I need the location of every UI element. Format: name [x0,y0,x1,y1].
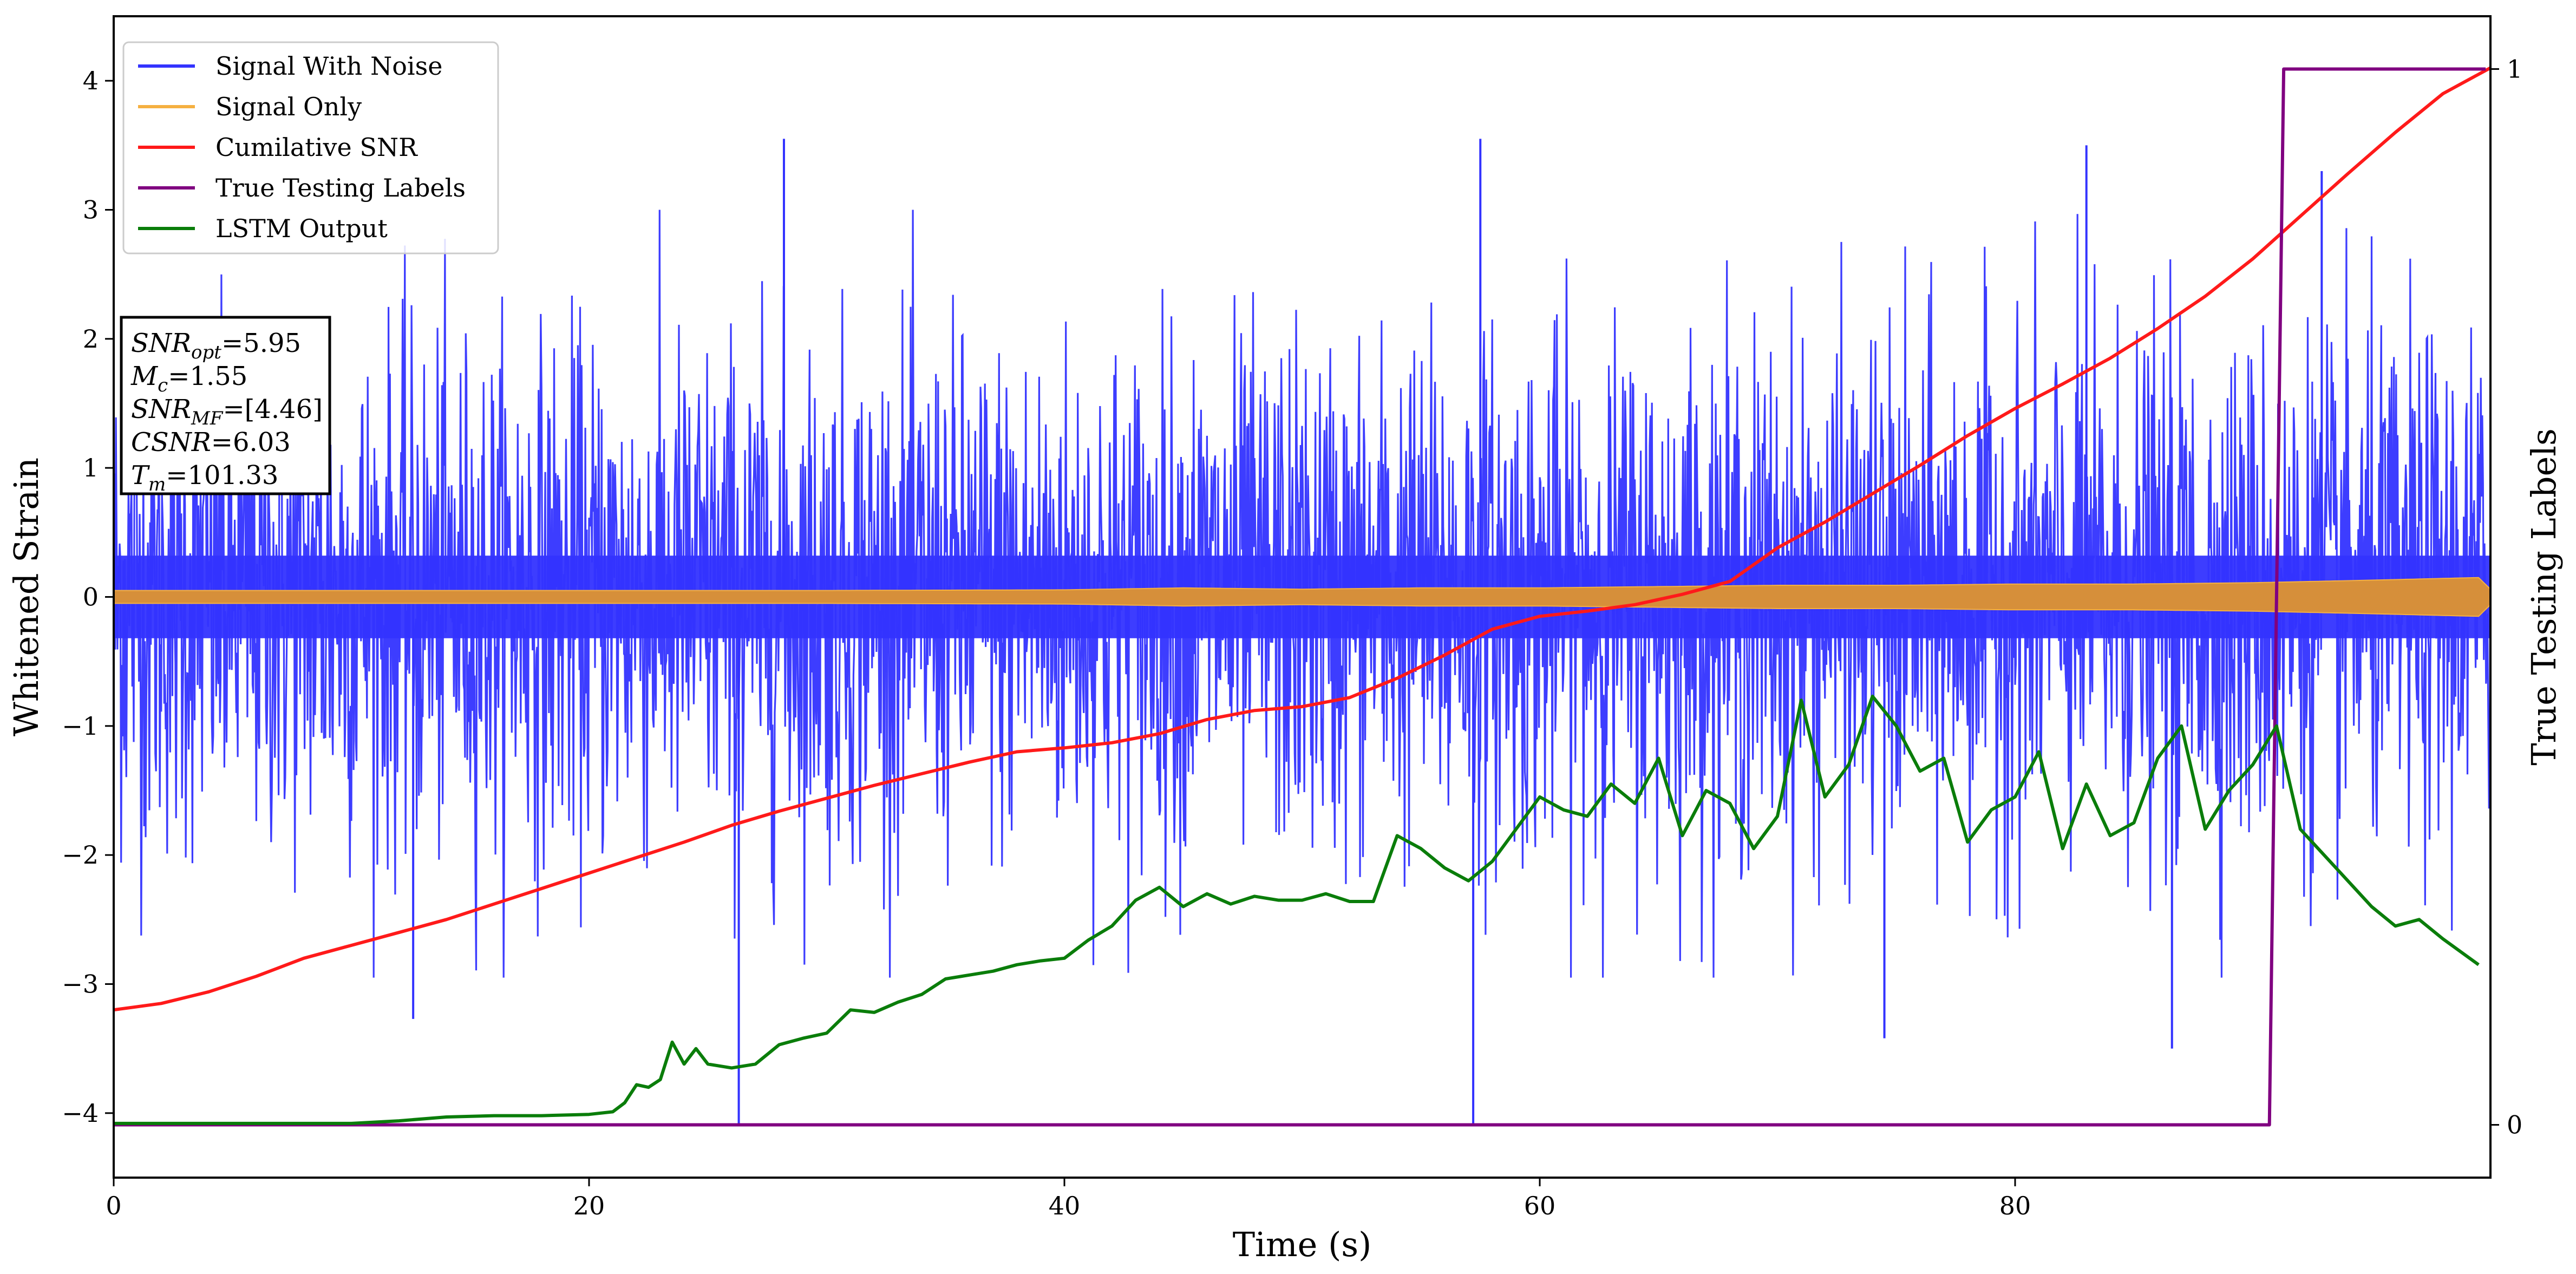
y-tick-label: 4 [83,66,99,95]
series-signal-only [114,577,2490,617]
annotation-box [120,316,331,495]
y-tick-label: 1 [83,453,99,482]
parameter-annotation-box: SNRopt=5.95Mc=1.55SNRMF=[4.46]CSNR=6.03T… [120,316,331,495]
x-tick-label: 80 [1999,1191,2031,1220]
legend-label: Signal Only [215,92,362,121]
legend-label: True Testing Labels [215,173,466,202]
y2-tick-label: 1 [2507,55,2522,84]
x-tick-label: 40 [1049,1191,1081,1220]
y-axis-label: Whitened Strain [6,458,46,736]
y-axis-left: −4 −3 −2 −1 0 1 2 3 4 [62,66,114,1128]
y-tick-label: −1 [62,711,99,741]
y-tick-label: 0 [83,583,99,612]
y-tick-label: −3 [62,970,99,999]
legend-label: Signal With Noise [215,51,442,81]
x-tick-label: 0 [106,1191,121,1220]
annotation-line: Tm=101.33 [131,460,278,495]
y-tick-label: −2 [62,840,99,870]
x-tick-label: 60 [1524,1191,1556,1220]
x-axis: 0 20 40 60 80 [106,1178,2031,1220]
series-signal-with-noise [114,210,2490,978]
series-lstm-output [114,695,2480,1125]
legend-label: LSTM Output [215,214,388,243]
legend-label: Cumilative SNR [215,133,418,162]
x-tick-label: 20 [573,1191,605,1220]
y-axis-right: 01 [2490,55,2522,1140]
annotation-line: SNRopt=5.95 [131,328,301,363]
annotation-line: SNRMF=[4.46] [131,394,323,429]
y-tick-label: −4 [62,1099,99,1128]
annotation-line: Mc=1.55 [130,361,247,396]
legend: Signal With Noise Signal Only Cumilative S… [122,41,499,254]
series-cumilative-snr [114,66,2490,1012]
y-tick-label: 3 [83,195,99,225]
y2-tick-label: 0 [2507,1110,2522,1140]
series-layer [114,66,2490,1127]
series-true-testing-labels [114,67,2486,1127]
annotation-line: CSNR=6.03 [131,427,291,458]
x-axis-label: Time (s) [1233,1225,1372,1264]
y-tick-label: 2 [83,324,99,354]
legend-box [122,41,499,254]
y2-axis-label: True Testing Labels [2524,428,2564,766]
